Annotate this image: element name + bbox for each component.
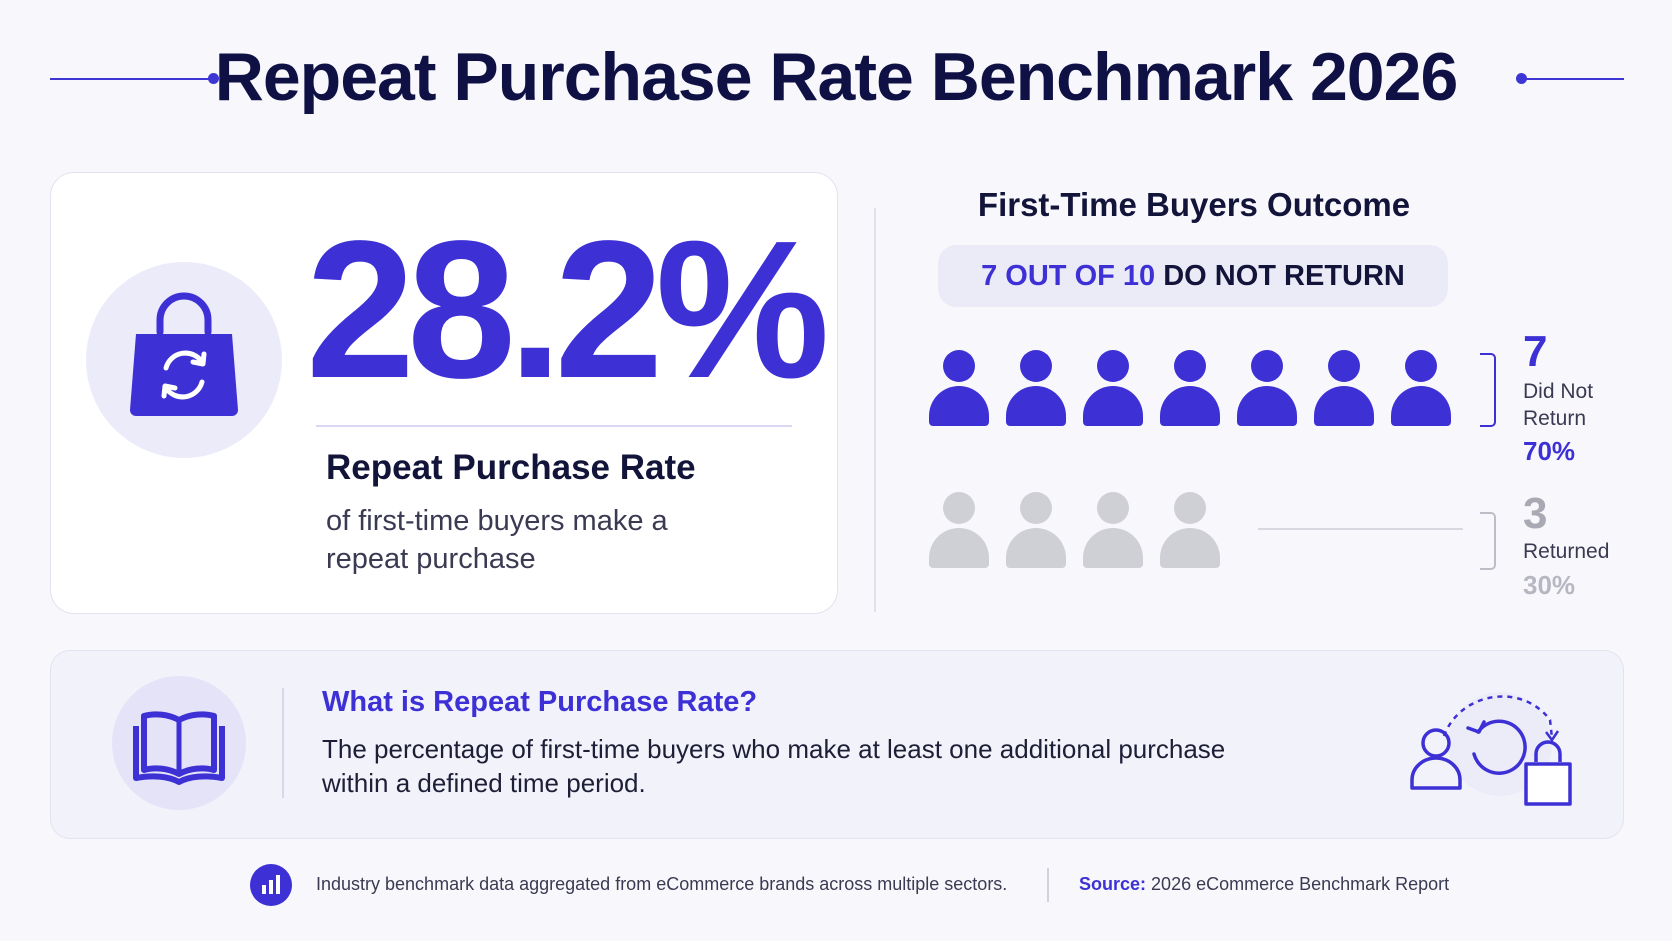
outcome-summary-pill: 7 OUT OF 10 DO NOT RETURN [938,245,1448,307]
header-rule-right-dot [1516,73,1527,84]
stat-description: of first-time buyers make a repeat purch… [326,505,668,575]
customer-cycle-icon [1404,680,1574,820]
header-rule-left-dot [208,73,219,84]
did-not-return-bracket [1480,353,1496,427]
returned-label: Returned [1523,540,1610,563]
person-icon [1314,350,1374,430]
shopping-bag-refresh-icon [86,262,282,458]
page-title: Repeat Purchase Rate Benchmark 2026 [214,39,1459,115]
open-book-icon [112,676,246,810]
definition-divider [282,688,284,798]
repeat-rate-value: 28.2% [306,200,830,419]
person-icon [1160,350,1220,430]
summary-highlight: 7 OUT OF 10 [981,260,1156,292]
person-icon [1006,492,1066,572]
footer-source: Source: 2026 eCommerce Benchmark Report [1079,874,1449,895]
outcome-title: First-Time Buyers Outcome [977,186,1411,223]
person-icon [1006,350,1066,430]
bar-chart-icon [250,864,292,906]
header-rule-left [50,78,212,80]
did-not-return-percent: 70% [1523,436,1576,466]
footer-note: Industry benchmark data aggregated from … [316,874,1008,894]
person-icon [1083,492,1143,572]
person-icon [929,350,989,430]
header-rule-right [1524,78,1624,80]
person-icon [929,492,989,572]
definition-body: The percentage of first-time buyers who … [322,734,1226,798]
did-not-return-label: Did Not Return [1523,380,1594,430]
returned-count: 3 [1523,489,1548,538]
returned-connector-line [1258,528,1463,530]
person-icon [1391,350,1451,430]
source-text: 2026 eCommerce Benchmark Report [1151,874,1450,894]
returned-bracket [1480,512,1496,570]
person-icon [1237,350,1297,430]
section-divider [874,208,876,612]
source-label: Source: [1079,874,1147,894]
definition-title: What is Repeat Purchase Rate? [322,686,758,718]
stat-divider [316,425,792,427]
definition-card [50,650,1624,839]
person-icon [1160,492,1220,572]
returned-percent: 30% [1523,570,1576,600]
summary-rest: DO NOT RETURN [1163,260,1405,292]
stat-label: Repeat Purchase Rate [326,448,696,487]
person-icon [1083,350,1143,430]
did-not-return-count: 7 [1523,327,1548,376]
footer-separator [1047,868,1049,902]
